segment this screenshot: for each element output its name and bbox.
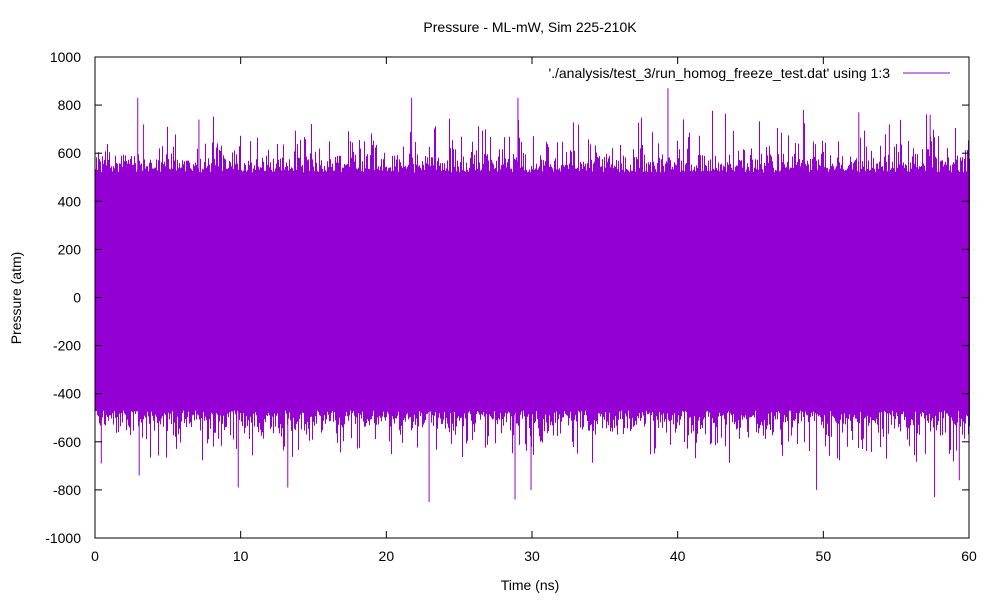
y-tick-label: 200 [58,241,82,257]
x-tick-label: 50 [816,548,832,564]
chart-title: Pressure - ML-mW, Sim 225-210K [423,19,637,35]
y-tick-label: -600 [53,434,81,450]
y-tick-label: 400 [58,193,82,209]
x-tick-label: 30 [524,548,540,564]
x-axis-label: Time (ns) [501,577,560,593]
x-tick-label: 20 [379,548,395,564]
y-axis-label: Pressure (atm) [8,252,24,345]
y-axis: -1000 -800 -600 -400 -200 0 200 400 600 800 1000 [45,49,969,546]
y-tick-label: 0 [73,290,81,306]
legend: './analysis/test_3/run_homog_freeze_test… [548,65,950,81]
y-tick-label: 1000 [50,49,81,65]
y-tick-label: -400 [53,386,81,402]
x-axis: 0 10 20 30 40 50 60 [91,57,977,564]
y-tick-label: -1000 [45,530,81,546]
x-tick-label: 10 [233,548,249,564]
plot-area [95,88,970,502]
x-tick-label: 0 [91,548,99,564]
y-tick-label: -800 [53,482,81,498]
legend-label: './analysis/test_3/run_homog_freeze_test… [548,65,890,81]
y-tick-label: -200 [53,338,81,354]
y-tick-label: 800 [58,97,82,113]
y-tick-label: 600 [58,145,82,161]
x-tick-label: 60 [961,548,977,564]
series-line [95,110,970,463]
x-tick-label: 40 [670,548,686,564]
